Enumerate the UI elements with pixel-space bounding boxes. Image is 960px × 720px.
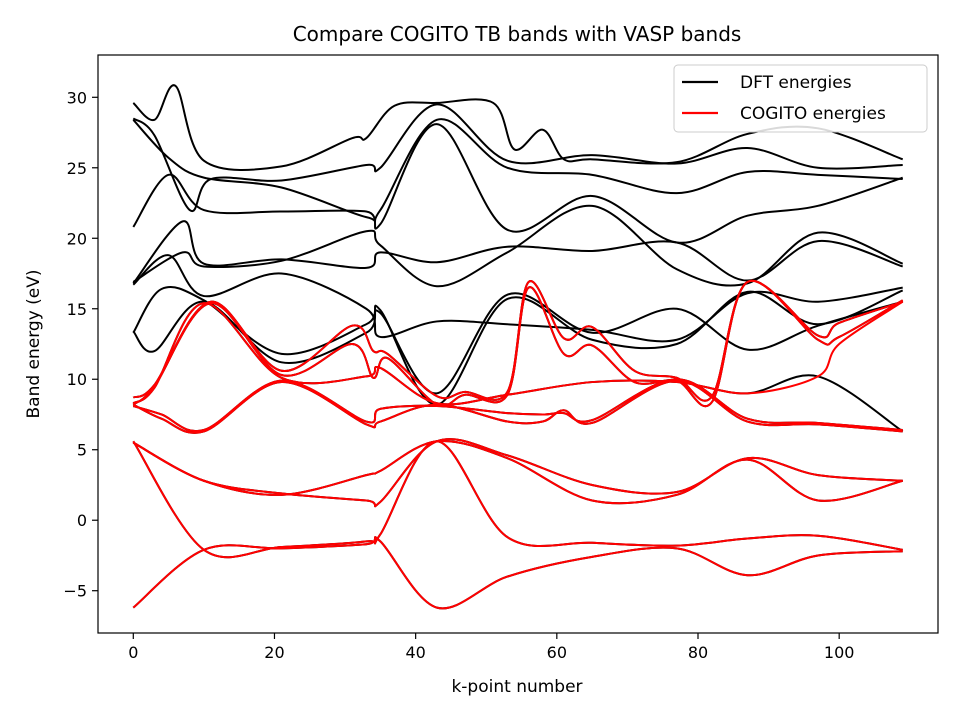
cogito-band-line-20	[132, 438, 903, 508]
y-axis-ticks: −5 0 5 10 15 20 25 30	[63, 88, 98, 601]
x-axis-label: k-point number	[451, 677, 582, 697]
x-tick-label: 0	[128, 643, 138, 662]
x-axis-ticks: 0 20 40 60 80 100	[128, 633, 854, 662]
y-tick-label: 10	[67, 370, 87, 389]
dft-band-line-11	[132, 254, 903, 343]
cogito-band-line-26	[132, 300, 904, 406]
dft-band-line-15	[132, 118, 903, 223]
x-tick-label: 80	[688, 643, 708, 662]
y-tick-label: 0	[77, 511, 87, 530]
dft-band-line-14	[132, 123, 904, 244]
y-axis-label: Band energy (eV)	[24, 269, 44, 418]
legend: DFT energies COGITO energies	[673, 64, 928, 133]
cogito-band-line-25	[132, 279, 904, 408]
x-tick-label: 40	[405, 643, 425, 662]
dft-band-line-16	[132, 103, 903, 213]
series-layer	[132, 84, 904, 610]
y-tick-label: 15	[67, 300, 87, 319]
legend-label-dft: DFT energies	[740, 73, 852, 93]
cogito-band-line-19	[132, 440, 903, 559]
dft-band-line-17	[132, 84, 904, 171]
legend-label-cogito: COGITO energies	[740, 104, 886, 124]
dft-band-line-13	[132, 204, 904, 288]
x-tick-label: 100	[824, 643, 855, 662]
plot-frame	[97, 54, 939, 634]
chart-title: Compare COGITO TB bands with VASP bands	[293, 22, 742, 46]
cogito-band-line-23	[133, 378, 903, 433]
cogito-band-line-21	[132, 439, 903, 505]
y-tick-label: 25	[67, 159, 87, 178]
legend-box	[673, 64, 928, 133]
x-tick-label: 20	[264, 643, 284, 662]
y-tick-label: 20	[67, 229, 87, 248]
y-tick-label: 30	[67, 88, 87, 107]
x-tick-label: 60	[547, 643, 567, 662]
y-tick-label: −5	[63, 582, 87, 601]
y-tick-label: 5	[77, 441, 87, 460]
